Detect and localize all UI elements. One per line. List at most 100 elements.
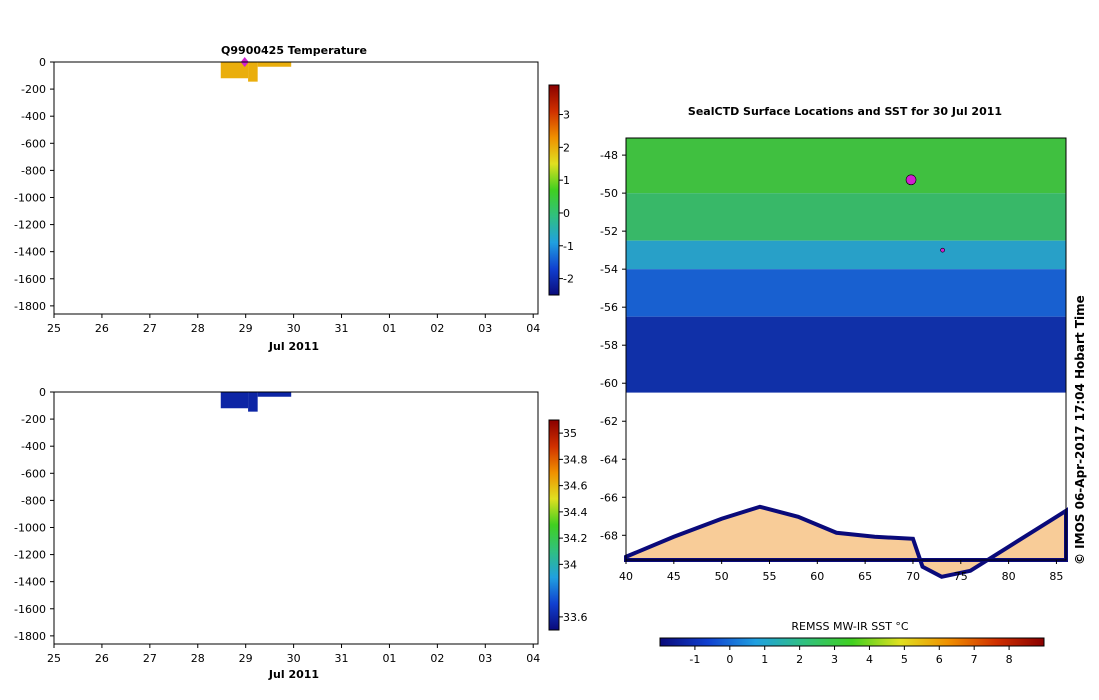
temperature-x-axis: 25 26 27 28 29 30 31 01 02 03 04: [47, 314, 540, 335]
map-title: SealCTD Surface Locations and SST for 30…: [688, 105, 1002, 118]
lon-tick-label: 65: [858, 570, 872, 583]
x-tick-label: 28: [191, 652, 205, 665]
lat-tick-label: -68: [600, 529, 618, 542]
map-colorbar-tick-label: 7: [971, 653, 978, 666]
map-colorbar-tick-label: 2: [796, 653, 803, 666]
lon-tick-label: 75: [954, 570, 968, 583]
lat-tick-label: -50: [600, 187, 618, 200]
y-tick-label: -800: [21, 494, 46, 507]
x-tick-label: 04: [526, 322, 540, 335]
profile-bar-1: [220, 392, 249, 409]
y-tick-label: -1200: [14, 549, 46, 562]
lon-tick-label: 80: [1002, 570, 1016, 583]
lon-tick-label: 45: [667, 570, 681, 583]
y-tick-label: -600: [21, 137, 46, 150]
colorbar-tick-label: 33.6: [563, 611, 588, 624]
temperature-profile-bars: [220, 57, 292, 82]
lat-tick-label: -56: [600, 301, 618, 314]
y-tick-label: -600: [21, 467, 46, 480]
lon-tick-label: 55: [762, 570, 776, 583]
temperature-colorbar: [548, 84, 560, 296]
colorbar-tick-label: -1: [563, 240, 574, 253]
x-tick-label: 31: [335, 322, 349, 335]
x-tick-label: 29: [239, 322, 253, 335]
lon-tick-label: 60: [810, 570, 824, 583]
salinity-y-axis: 0 -200 -400 -600 -800 -1000 -1200 -1400 -1600 -18…: [14, 386, 54, 643]
colorbar-tick-label: 34.2: [563, 532, 588, 545]
y-tick-label: -1600: [14, 273, 46, 286]
x-tick-label: 02: [430, 322, 444, 335]
lat-tick-label: -52: [600, 225, 618, 238]
sst-field: [624, 138, 1068, 579]
lat-tick-label: -64: [600, 453, 618, 466]
salinity-x-label: Jul 2011: [268, 668, 319, 681]
map-colorbar-tick-label: 6: [936, 653, 943, 666]
map-longitude-axis: 40 45 50 55 60 65 70 75 80 85: [619, 560, 1063, 583]
map-colorbar-tick-label: 0: [726, 653, 733, 666]
map-latitude-axis: -48 -50 -52 -54 -56 -58 -60 -62 -64 -66 -68: [600, 149, 626, 542]
lat-tick-label: -48: [600, 149, 618, 162]
map-colorbar-tick-label: 4: [866, 653, 873, 666]
seal-location-1: [905, 174, 917, 186]
y-tick-label: -800: [21, 164, 46, 177]
colorbar-tick-label: 34.6: [563, 480, 588, 493]
x-tick-label: 31: [335, 652, 349, 665]
x-tick-label: 28: [191, 322, 205, 335]
temperature-y-axis: 0 -200 -400 -600 -800 -1000 -1200 -1400 -1600 -18…: [14, 56, 54, 313]
x-tick-label: 01: [382, 322, 396, 335]
map-colorbar-tick-label: 1: [761, 653, 768, 666]
x-tick-label: 27: [143, 322, 157, 335]
lat-tick-label: -62: [600, 415, 618, 428]
map-colorbar-tick-label: 8: [1006, 653, 1013, 666]
temperature-x-label: Jul 2011: [268, 340, 319, 353]
lon-tick-label: 70: [906, 570, 920, 583]
colorbar-tick-label: 34: [563, 558, 577, 571]
sst-band-4: [626, 269, 1066, 317]
seal-location-2: [940, 247, 945, 253]
map-colorbar-tick-label: 3: [831, 653, 838, 666]
sst-map-panel: SealCTD Surface Locations and SST for 30…: [600, 105, 1087, 666]
profile-bar-1: [220, 62, 249, 79]
lat-tick-label: -60: [600, 377, 618, 390]
x-tick-label: 27: [143, 652, 157, 665]
salinity-plot-frame: [53, 391, 539, 645]
sst-band-3: [626, 240, 1066, 270]
lat-tick-label: -66: [600, 491, 618, 504]
x-tick-label: 30: [287, 322, 301, 335]
y-tick-label: -1400: [14, 246, 46, 259]
x-tick-label: 03: [478, 652, 492, 665]
salinity-profile-bars: [220, 392, 292, 412]
x-tick-label: 29: [239, 652, 253, 665]
lat-tick-label: -58: [600, 339, 618, 352]
colorbar-tick-label: -2: [563, 273, 574, 286]
sst-band-1: [626, 138, 1066, 194]
y-tick-label: -1600: [14, 603, 46, 616]
colorbar-tick-label: 2: [563, 141, 570, 154]
colorbar-tick-label: 34.8: [563, 453, 588, 466]
lon-tick-label: 85: [1049, 570, 1063, 583]
temperature-plot-frame: [53, 61, 539, 315]
x-tick-label: 25: [47, 652, 61, 665]
y-tick-label: -1800: [14, 630, 46, 643]
y-tick-label: -400: [21, 110, 46, 123]
colorbar-tick-label: 1: [563, 174, 570, 187]
salinity-panel: 0 -200 -400 -600 -800 -1000 -1200 -1400 -1600 -18…: [14, 386, 587, 681]
colorbar-tick-label: 0: [563, 207, 570, 220]
x-tick-label: 30: [287, 652, 301, 665]
x-tick-label: 03: [478, 322, 492, 335]
map-colorbar-tick-label: 5: [901, 653, 908, 666]
x-tick-label: 26: [95, 652, 109, 665]
colorbar-tick-label: 34.4: [563, 506, 588, 519]
temperature-title: Q9900425 Temperature: [221, 44, 367, 57]
profile-bar-2: [248, 392, 258, 412]
antarctic-landmass: [626, 506, 1066, 577]
x-tick-label: 02: [430, 652, 444, 665]
y-tick-label: 0: [39, 386, 46, 399]
profile-bar-3: [257, 392, 292, 397]
profile-bar-2: [248, 62, 258, 82]
y-tick-label: -1000: [14, 521, 46, 534]
map-credit: © IMOS 06-Apr-2017 17:04 Hobart Time: [1073, 295, 1087, 565]
temperature-colorbar-ticks: -2 -1 0 1 2 3: [559, 109, 574, 286]
lat-tick-label: -54: [600, 263, 618, 276]
